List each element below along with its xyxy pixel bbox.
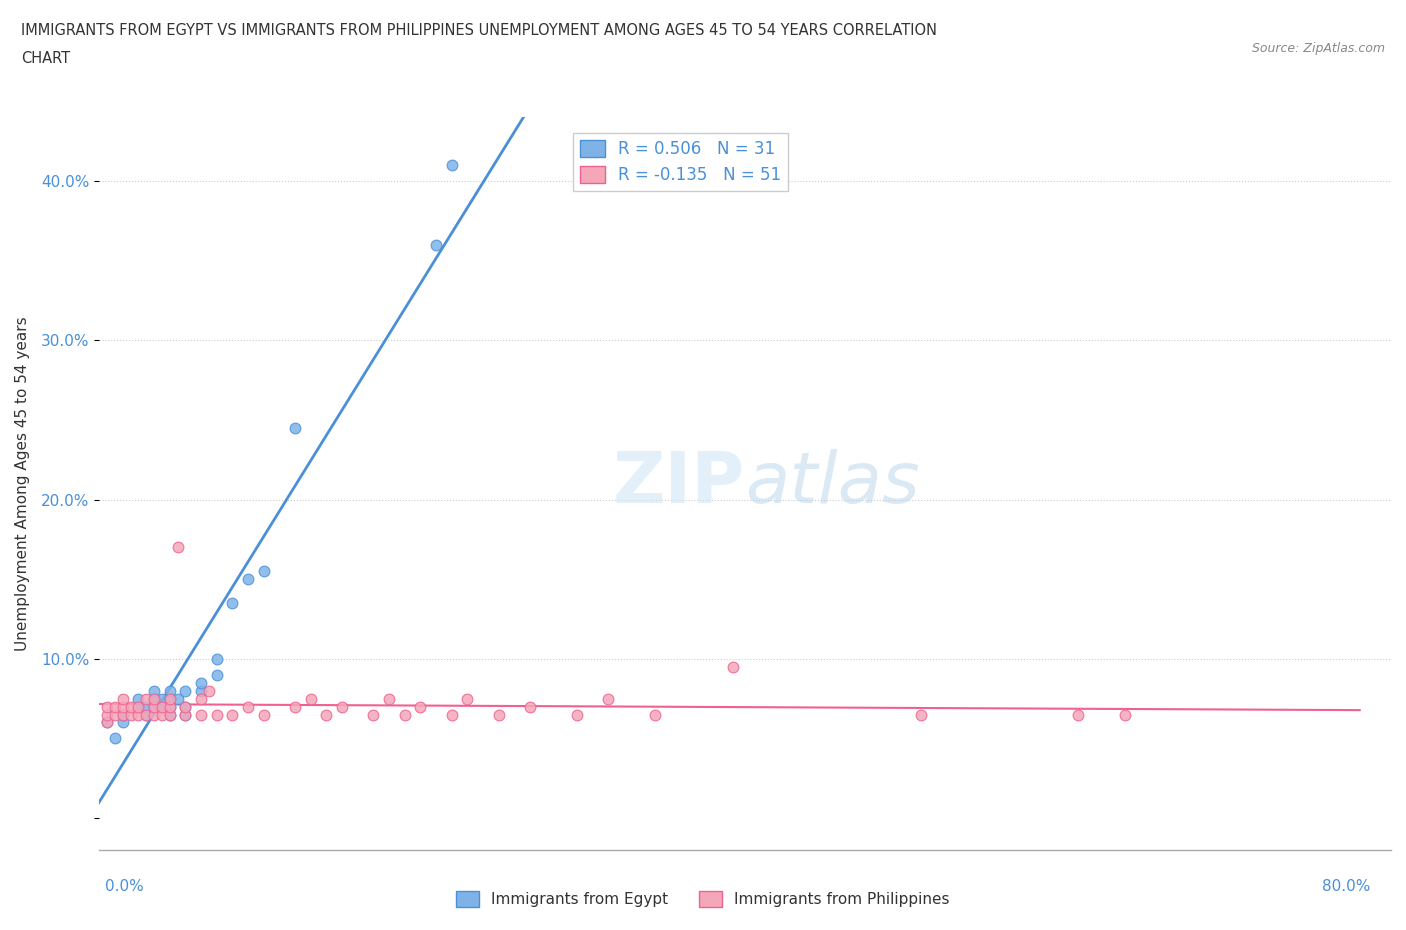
Point — [111, 707, 134, 722]
Point — [519, 699, 541, 714]
Point — [1067, 707, 1090, 722]
Point — [190, 684, 212, 698]
Point — [253, 707, 276, 722]
Point — [174, 707, 197, 722]
Point — [425, 237, 447, 252]
Point — [143, 691, 166, 706]
Point — [190, 707, 212, 722]
Point — [166, 539, 188, 554]
Point — [198, 684, 221, 698]
Point — [111, 715, 134, 730]
Point — [363, 707, 385, 722]
Point — [174, 684, 197, 698]
Point — [205, 651, 228, 666]
Point — [127, 691, 149, 706]
Point — [143, 691, 166, 706]
Point — [253, 564, 276, 578]
Point — [910, 707, 932, 722]
Point — [96, 715, 118, 730]
Point — [565, 707, 588, 722]
Point — [150, 707, 173, 722]
Point — [598, 691, 620, 706]
Point — [150, 691, 173, 706]
Point — [111, 691, 134, 706]
Point — [159, 707, 181, 722]
Point — [378, 691, 401, 706]
Point — [150, 699, 173, 714]
Point — [488, 707, 510, 722]
Text: 0.0%: 0.0% — [105, 879, 145, 894]
Point — [644, 707, 666, 722]
Point — [299, 691, 322, 706]
Point — [174, 699, 197, 714]
Point — [127, 699, 149, 714]
Point — [174, 707, 197, 722]
Point — [456, 691, 478, 706]
Point — [135, 699, 157, 714]
Point — [127, 707, 149, 722]
Point — [159, 691, 181, 706]
Point — [120, 699, 142, 714]
Point — [330, 699, 353, 714]
Point — [120, 707, 142, 722]
Point — [135, 707, 157, 722]
Point — [159, 699, 181, 714]
Point — [127, 699, 149, 714]
Point — [315, 707, 337, 722]
Point — [143, 684, 166, 698]
Point — [236, 699, 259, 714]
Text: 80.0%: 80.0% — [1323, 879, 1371, 894]
Point — [394, 707, 416, 722]
Text: ZIP: ZIP — [613, 449, 745, 518]
Point — [111, 707, 134, 722]
Point — [284, 420, 307, 435]
Point — [159, 699, 181, 714]
Point — [190, 691, 212, 706]
Point — [104, 699, 127, 714]
Point — [723, 659, 745, 674]
Point — [1114, 707, 1136, 722]
Point — [96, 699, 118, 714]
Point — [159, 684, 181, 698]
Point — [284, 699, 307, 714]
Point — [111, 699, 134, 714]
Text: atlas: atlas — [745, 449, 920, 518]
Y-axis label: Unemployment Among Ages 45 to 54 years: Unemployment Among Ages 45 to 54 years — [15, 316, 30, 651]
Point — [166, 691, 188, 706]
Point — [221, 707, 243, 722]
Point — [236, 572, 259, 587]
Point — [143, 699, 166, 714]
Point — [440, 707, 463, 722]
Point — [104, 731, 127, 746]
Point — [135, 691, 157, 706]
Point — [96, 715, 118, 730]
Point — [190, 675, 212, 690]
Legend: Immigrants from Egypt, Immigrants from Philippines: Immigrants from Egypt, Immigrants from P… — [450, 884, 956, 913]
Point — [143, 699, 166, 714]
Point — [159, 691, 181, 706]
Point — [96, 707, 118, 722]
Point — [143, 707, 166, 722]
Point — [135, 707, 157, 722]
Text: IMMIGRANTS FROM EGYPT VS IMMIGRANTS FROM PHILIPPINES UNEMPLOYMENT AMONG AGES 45 : IMMIGRANTS FROM EGYPT VS IMMIGRANTS FROM… — [21, 23, 936, 38]
Point — [174, 699, 197, 714]
Text: CHART: CHART — [21, 51, 70, 66]
Point — [104, 707, 127, 722]
Point — [409, 699, 432, 714]
Point — [150, 699, 173, 714]
Point — [221, 595, 243, 610]
Point — [205, 667, 228, 682]
Point — [205, 707, 228, 722]
Text: Source: ZipAtlas.com: Source: ZipAtlas.com — [1251, 42, 1385, 55]
Point — [159, 707, 181, 722]
Point — [440, 158, 463, 173]
Legend: R = 0.506   N = 31, R = -0.135   N = 51: R = 0.506 N = 31, R = -0.135 N = 51 — [574, 133, 787, 191]
